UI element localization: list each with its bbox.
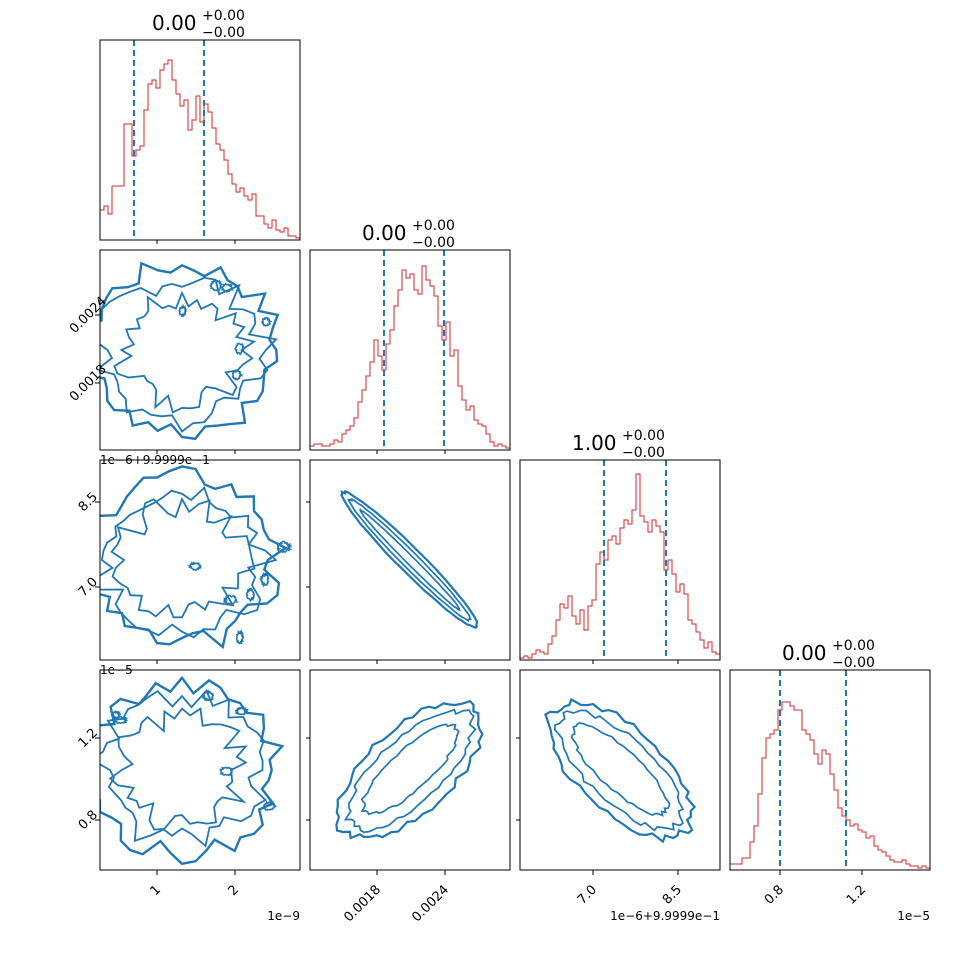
contour-island-5 <box>276 540 293 554</box>
y-tick-label-2-1: 8.5 <box>76 490 101 515</box>
contour-panel-3-0 <box>100 675 285 866</box>
histogram-step-2 <box>519 473 721 660</box>
y-tick-label-1-0: 0.0018 <box>67 362 110 405</box>
contour-line-2 <box>113 290 257 414</box>
contour-panel-2-0 <box>100 465 293 650</box>
contour-panel-3-2 <box>544 697 697 844</box>
contour-line-1 <box>347 497 472 623</box>
x-axis-1: 0.0018 0.0024 <box>341 870 452 925</box>
contour-line-1 <box>343 708 477 834</box>
contour-line-1 <box>100 276 278 433</box>
contour-island-3 <box>218 766 234 777</box>
contour-island-5 <box>201 688 215 702</box>
y-tick-label-2-0: 7.0 <box>76 575 101 600</box>
y-tick-label-1-1: 0.0024 <box>67 294 110 337</box>
contour-island-4 <box>262 800 278 811</box>
contour-line-2 <box>359 508 461 612</box>
panel-title-plus-2: +0.00 <box>622 428 665 444</box>
contour-frame-3-2 <box>519 669 721 871</box>
x-tick-label-2-1: 8.5 <box>660 882 685 907</box>
y-tick-label-3-1: 1.2 <box>76 726 101 751</box>
x-tick-label-1-1: 0.0024 <box>409 882 452 925</box>
x-tick-label-0-0: 1 <box>148 882 164 898</box>
contour-frame-1-0 <box>99 249 301 451</box>
x-tick-label-3-1: 1.2 <box>844 882 869 907</box>
contour-line-1 <box>100 486 278 639</box>
contour-island-4 <box>259 571 270 588</box>
panel-title-3: 0.00 <box>782 641 827 665</box>
panel-title-1: 0.00 <box>362 221 407 245</box>
y-axis-1: 0.0018 0.0024 <box>67 294 110 405</box>
contour-line-1 <box>553 709 685 832</box>
histogram-step-3 <box>729 701 931 870</box>
contour-line-0 <box>340 489 478 629</box>
contour-frame-2-1 <box>309 459 511 661</box>
contour-island-4 <box>209 278 223 294</box>
histogram-frame-0 <box>99 39 301 241</box>
y-tick-label-3-0: 0.8 <box>76 808 101 833</box>
contour-frame-2-0 <box>99 459 301 661</box>
histogram-frame-2 <box>519 459 721 661</box>
contour-line-0 <box>335 699 484 840</box>
histogram-step-1 <box>309 265 511 450</box>
panel-title-plus-1: +0.00 <box>412 218 455 234</box>
x-offset-label-0: 1e−9 <box>267 909 300 923</box>
panel-title-minus-2: −0.00 <box>622 445 665 461</box>
contour-island-0 <box>234 706 250 716</box>
contour-frame-3-0 <box>99 669 301 871</box>
contour-island-2 <box>234 342 245 357</box>
x-tick-label-0-1: 2 <box>226 882 242 898</box>
histogram-panel-1: 0.00 +0.00−0.00 <box>309 218 511 450</box>
x-tick-label-1-0: 0.0018 <box>341 882 384 925</box>
contour-panel-2-1 <box>340 489 478 629</box>
contour-line-1 <box>100 689 267 848</box>
contour-line-0 <box>100 261 280 441</box>
contour-island-2 <box>110 715 130 725</box>
x-tick-label-3-0: 0.8 <box>762 882 787 907</box>
histogram-frame-3 <box>729 669 931 871</box>
contour-line-0 <box>544 697 697 844</box>
contour-island-3 <box>260 316 273 327</box>
contour-island-1 <box>220 282 235 293</box>
contour-island-5 <box>178 303 188 318</box>
contour-line-2 <box>110 496 256 619</box>
contour-island-0 <box>231 368 244 382</box>
x-axis-2: 7.0 8.5 1e−6+9.9999e−1 <box>575 870 720 923</box>
y-offset-label-2: 1e−6+9.9999e−1 <box>100 453 210 467</box>
histogram-panel-2: 1.00 +0.00−0.00 <box>519 428 721 660</box>
contour-line-0 <box>100 465 288 650</box>
x-offset-label-2: 1e−6+9.9999e−1 <box>610 909 720 923</box>
contour-island-1 <box>245 587 256 603</box>
x-offset-label-3: 1e−5 <box>897 909 930 923</box>
panel-title-minus-0: −0.00 <box>202 25 245 41</box>
histogram-step-0 <box>99 59 301 240</box>
panel-title-2: 1.00 <box>572 431 617 455</box>
histogram-panel-0: 0.00 +0.00−0.00 <box>99 8 301 240</box>
contour-line-2 <box>570 722 671 817</box>
x-tick-label-2-0: 7.0 <box>575 882 600 907</box>
contour-island-3 <box>222 594 240 606</box>
panel-title-plus-3: +0.00 <box>832 638 875 654</box>
panel-title-minus-3: −0.00 <box>832 655 875 671</box>
y-offset-label-3: 1e−5 <box>100 663 133 677</box>
contour-line-2 <box>108 707 248 831</box>
contour-frame-3-1 <box>309 669 511 871</box>
histogram-frame-1 <box>309 249 511 451</box>
contour-panel-3-1 <box>335 699 484 840</box>
contour-island-2 <box>235 628 245 645</box>
contour-line-0 <box>100 675 285 866</box>
panel-title-minus-1: −0.00 <box>412 235 455 251</box>
x-axis-3: 0.8 1.2 1e−5 <box>762 870 930 923</box>
contour-island-0 <box>186 561 202 572</box>
contour-panel-1-0 <box>100 261 280 441</box>
histogram-panel-3: 0.00 +0.00−0.00 <box>729 638 931 870</box>
panel-title-plus-0: +0.00 <box>202 8 245 24</box>
panel-title-0: 0.00 <box>152 11 197 35</box>
x-axis-0: 1 2 1e−9 <box>148 870 300 923</box>
contour-line-2 <box>360 723 460 816</box>
